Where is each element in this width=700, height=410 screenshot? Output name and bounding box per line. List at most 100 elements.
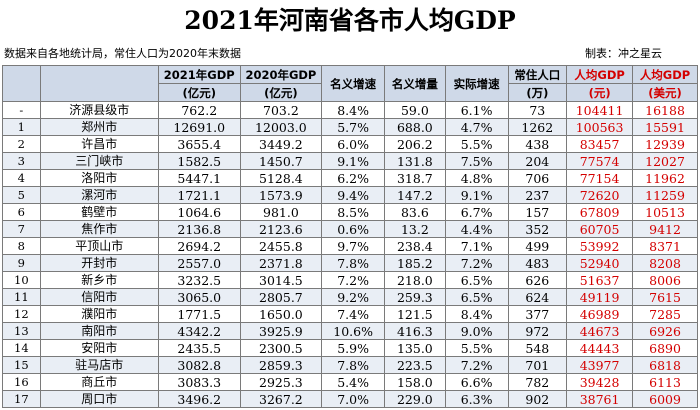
table-row: 12 濮阳市 1771.5 1650.0 7.4% 121.5 8.4% 377 46989 72…	[2, 305, 698, 323]
cell-per-capita-cny: 46989	[566, 305, 634, 323]
cell-population: 73	[507, 101, 568, 119]
header-nominal-growth: 名义增速	[321, 65, 386, 102]
cell-city: 信阳市	[39, 288, 159, 306]
cell-city: 鹤壁市	[39, 203, 159, 221]
cell-real-growth: 7.2%	[444, 254, 509, 272]
cell-per-capita-cny: 77574	[566, 152, 634, 170]
header-gdp-2020: 2020年GDP	[239, 65, 323, 84]
cell-index: 7	[2, 220, 41, 238]
cell-per-capita-usd: 6926	[632, 322, 698, 340]
cell-nominal-growth: 8.4%	[321, 101, 386, 119]
cell-per-capita-usd: 7615	[632, 288, 698, 306]
cell-nominal-increase: 416.3	[384, 322, 446, 340]
cell-index: 10	[2, 271, 41, 289]
cell-nominal-growth: 7.8%	[321, 254, 386, 272]
cell-gdp-2020: 2300.5	[239, 339, 323, 357]
cell-nominal-increase: 238.4	[384, 237, 446, 255]
cell-nominal-increase: 259.3	[384, 288, 446, 306]
cell-nominal-growth: 7.8%	[321, 356, 386, 374]
table-row: 8 平顶山市 2694.2 2455.8 9.7% 238.4 7.1% 499 53992 83…	[2, 237, 698, 255]
cell-city: 濮阳市	[39, 305, 159, 323]
header-city	[39, 65, 159, 102]
cell-city: 郑州市	[39, 118, 159, 136]
cell-nominal-growth: 8.5%	[321, 203, 386, 221]
cell-population: 352	[507, 220, 568, 238]
cell-real-growth: 6.5%	[444, 288, 509, 306]
cell-city: 焦作市	[39, 220, 159, 238]
cell-real-growth: 8.4%	[444, 305, 509, 323]
cell-gdp-2021: 3496.2	[157, 390, 241, 408]
table-row: 15 驻马店市 3082.8 2859.3 7.8% 223.5 7.2% 701 43977 6…	[2, 356, 698, 374]
cell-nominal-increase: 318.7	[384, 169, 446, 187]
cell-gdp-2021: 2694.2	[157, 237, 241, 255]
cell-population: 782	[507, 373, 568, 391]
cell-nominal-growth: 9.1%	[321, 152, 386, 170]
cell-per-capita-usd: 8371	[632, 237, 698, 255]
table-row: 2 许昌市 3655.4 3449.2 6.0% 206.2 5.5% 438 83457 129…	[2, 135, 698, 153]
cell-nominal-increase: 131.8	[384, 152, 446, 170]
cell-gdp-2020: 1573.9	[239, 186, 323, 204]
cell-per-capita-usd: 15591	[632, 118, 698, 136]
cell-nominal-increase: 223.5	[384, 356, 446, 374]
cell-nominal-increase: 688.0	[384, 118, 446, 136]
cell-per-capita-cny: 72620	[566, 186, 634, 204]
cell-index: 9	[2, 254, 41, 272]
cell-index: -	[2, 101, 41, 119]
table-row: 10 新乡市 3232.5 3014.5 7.2% 218.0 6.5% 626 51637 80…	[2, 271, 698, 289]
cell-index: 4	[2, 169, 41, 187]
unit-per-capita-usd: (美元)	[632, 83, 698, 102]
cell-per-capita-usd: 6890	[632, 339, 698, 357]
table-row: 11 信阳市 3065.0 2805.7 9.2% 259.3 6.5% 624 49119 76…	[2, 288, 698, 306]
cell-nominal-growth: 9.2%	[321, 288, 386, 306]
cell-gdp-2021: 5447.1	[157, 169, 241, 187]
cell-per-capita-cny: 104411	[566, 101, 634, 119]
cell-index: 15	[2, 356, 41, 374]
cell-nominal-growth: 5.9%	[321, 339, 386, 357]
cell-per-capita-cny: 67809	[566, 203, 634, 221]
cell-gdp-2021: 12691.0	[157, 118, 241, 136]
header-index	[2, 65, 41, 102]
cell-gdp-2021: 3232.5	[157, 271, 241, 289]
cell-nominal-increase: 121.5	[384, 305, 446, 323]
cell-nominal-growth: 0.6%	[321, 220, 386, 238]
cell-per-capita-cny: 83457	[566, 135, 634, 153]
cell-gdp-2021: 3065.0	[157, 288, 241, 306]
cell-gdp-2021: 2557.0	[157, 254, 241, 272]
cell-nominal-increase: 59.0	[384, 101, 446, 119]
cell-nominal-increase: 185.2	[384, 254, 446, 272]
cell-per-capita-cny: 77154	[566, 169, 634, 187]
cell-real-growth: 6.3%	[444, 390, 509, 408]
unit-gdp-2021: (亿元)	[157, 83, 241, 102]
unit-gdp-2020: (亿元)	[239, 83, 323, 102]
cell-per-capita-cny: 43977	[566, 356, 634, 374]
table-row: 13 南阳市 4342.2 3925.9 10.6% 416.3 9.0% 972 44673 6…	[2, 322, 698, 340]
cell-gdp-2020: 981.0	[239, 203, 323, 221]
cell-city: 济源县级市	[39, 101, 159, 119]
table-row: 16 商丘市 3083.3 2925.3 5.4% 158.0 6.6% 782 39428 61…	[2, 373, 698, 391]
cell-nominal-growth: 9.4%	[321, 186, 386, 204]
cell-gdp-2021: 3082.8	[157, 356, 241, 374]
cell-gdp-2020: 3267.2	[239, 390, 323, 408]
cell-population: 624	[507, 288, 568, 306]
cell-gdp-2021: 3083.3	[157, 373, 241, 391]
cell-city: 周口市	[39, 390, 159, 408]
cell-per-capita-usd: 12027	[632, 152, 698, 170]
cell-per-capita-usd: 10513	[632, 203, 698, 221]
cell-per-capita-usd: 7285	[632, 305, 698, 323]
table-row: 5 漯河市 1721.1 1573.9 9.4% 147.2 9.1% 237 72620 112…	[2, 186, 698, 204]
cell-nominal-increase: 83.6	[384, 203, 446, 221]
cell-nominal-increase: 158.0	[384, 373, 446, 391]
cell-nominal-growth: 6.0%	[321, 135, 386, 153]
gdp-table: 2021年GDP 2020年GDP 名义增速 名义增量 实际增速 常住人口 人均…	[2, 65, 698, 408]
table-row: 1 郑州市 12691.0 12003.0 5.7% 688.0 4.7% 1262 10056…	[2, 118, 698, 136]
cell-per-capita-cny: 44443	[566, 339, 634, 357]
cell-city: 洛阳市	[39, 169, 159, 187]
cell-real-growth: 9.0%	[444, 322, 509, 340]
cell-gdp-2020: 3449.2	[239, 135, 323, 153]
cell-gdp-2021: 762.2	[157, 101, 241, 119]
cell-per-capita-usd: 6009	[632, 390, 698, 408]
cell-gdp-2020: 703.2	[239, 101, 323, 119]
cell-nominal-growth: 7.4%	[321, 305, 386, 323]
cell-population: 1262	[507, 118, 568, 136]
cell-per-capita-usd: 6113	[632, 373, 698, 391]
